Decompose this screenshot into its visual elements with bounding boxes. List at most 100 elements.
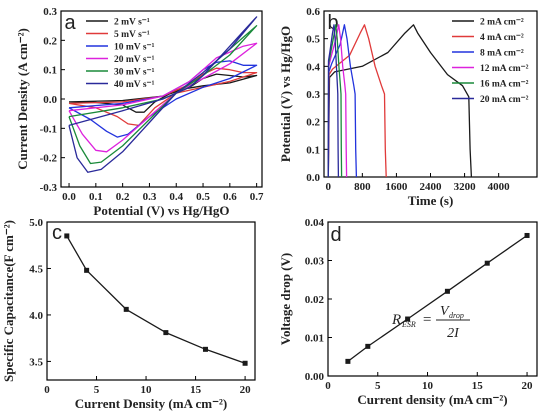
x-tick-label-a: 0.5 [196,191,210,203]
plot-frame-c [46,221,256,381]
data-point-c [202,346,208,352]
y-tick-label-c: 3.5 [29,356,43,368]
x-tick-label-a: 0.0 [62,191,76,203]
x-tick-label-d: 0 [325,380,331,392]
x-tick-label-a: 0.6 [223,191,237,203]
y-axis-label-c: Specific Capacitance(F cm⁻²) [1,220,16,382]
equation-equals: = [422,312,432,328]
y-tick-label-a: -0.2 [40,153,58,165]
y-tick-label-a: -0.3 [40,182,58,194]
y-tick-label-a: 0.0 [43,94,57,106]
x-tick-label-d: 20 [522,380,534,392]
data-point-c [242,360,248,366]
y-tick-label-b: 0.0 [306,172,320,184]
legend-label-a: 30 mV s⁻¹ [114,68,155,78]
x-tick-label-b: 0 [326,181,332,193]
y-tick-label-a: 0.1 [43,65,57,77]
data-point-d [444,288,450,294]
y-tick-label-c: 4.0 [29,310,43,322]
x-tick-label-a: 0.2 [116,191,130,203]
y-tick-label-d: 0.04 [305,217,325,229]
x-tick-label-b: 4000 [488,181,511,193]
data-point-d [524,232,530,238]
legend-label-b: 8 mA cm⁻² [480,49,524,59]
series-line-a-5 [68,16,258,173]
data-point-c [84,267,90,273]
x-tick-label-b: 800 [354,181,371,193]
series-line-b-1 [327,24,387,178]
data-point-d [484,260,490,266]
y-tick-label-d: 0.03 [305,256,325,268]
x-tick-label-b: 3200 [454,181,477,193]
legend-label-b: 16 mA cm⁻² [480,80,529,90]
x-tick-label-c: 0 [44,384,50,396]
series-line-d-0 [347,234,528,362]
panel-label-d: d [330,224,341,246]
panel-label-c: c [52,222,62,244]
y-tick-label-a: 0.2 [43,35,57,47]
y-tick-label-b: 0.1 [306,144,320,156]
x-axis-label-c: Current Density (mA cm⁻²) [75,396,227,411]
y-tick-label-b: 0.3 [306,89,320,101]
x-tick-label-b: 2400 [420,181,443,193]
x-axis-label-b: Time (s) [408,193,454,208]
y-tick-label-c: 4.5 [29,263,43,275]
x-tick-label-a: 0.4 [169,191,183,203]
legend-label-a: 10 mV s⁻¹ [114,43,155,53]
y-tick-label-b: 0.5 [306,34,320,46]
legend-label-a: 40 mV s⁻¹ [114,80,155,90]
y-tick-label-b: 0.2 [306,117,320,129]
legend-label-a: 2 mV s⁻¹ [114,18,150,28]
y-tick-label-c: 5.0 [29,217,43,229]
equation-numerator: V [440,304,450,319]
panel-a: 0.0 0.1 0.2 0.3 0.4 0.5 0.6 0.7 -0.3 -0.2 -0.1 0.0 0… [15,6,264,218]
y-axis-label-d: Voltage drop (V) [278,253,293,345]
x-tick-label-c: 15 [190,384,202,396]
equation-numerator-subscript: drop [449,311,464,320]
y-tick-label-d: 0.01 [305,333,324,345]
y-tick-label-d: 0.02 [305,294,325,306]
series-line-b-3 [327,24,348,178]
x-tick-label-c: 10 [141,384,153,396]
data-point-c [123,306,129,312]
x-axis-label-d: Current density (mA cm⁻²) [357,392,507,407]
y-tick-label-b: 0.4 [306,61,320,73]
panel-c: 0 5 10 15 20 3.5 4.0 4.5 5.0 Current Density (mA … [1,217,256,411]
x-tick-label-b: 1600 [385,181,408,193]
x-tick-label-d: 15 [472,380,484,392]
x-tick-label-a: 0.7 [250,191,264,203]
legend-label-a: 5 mV s⁻¹ [114,30,150,40]
x-axis-label-a: Potential (V) vs Hg/HgO [93,203,229,218]
y-axis-label-a: Current Density (A cm⁻²) [15,28,30,170]
y-tick-label-d: 0.00 [305,371,325,383]
x-tick-label-c: 5 [94,384,100,396]
data-point-d [365,343,371,349]
y-tick-label-b: 0.6 [306,6,320,18]
data-point-d [345,358,351,364]
equation-lhs-subscript: ESR [401,320,416,329]
equation-lhs: R [391,312,401,328]
series-line-a-3 [68,42,258,153]
legend-label-b: 20 mA cm⁻² [480,95,529,105]
x-tick-label-d: 10 [422,380,434,392]
panel-d: 0 5 10 15 20 0.00 0.01 0.02 0.03 0.04 Current dens… [278,217,538,407]
series-line-b-4 [327,24,343,178]
legend-label-b: 12 mA cm⁻² [480,64,529,74]
series-line-b-0 [327,24,473,178]
series-line-b-5 [327,24,340,178]
y-tick-label-a: 0.3 [43,6,57,18]
equation-denominator: 2I [447,326,460,341]
data-point-c [163,330,169,336]
y-tick-label-a: -0.1 [40,123,57,135]
series-line-b-2 [327,24,358,178]
y-axis-label-b: Potential (V) vs Hg/HgO [278,26,293,162]
panel-b: 0 800 1600 2400 3200 4000 0.0 0.1 0.2 0.3 0.4 0.5 0.… [278,6,538,208]
legend-label-b: 4 mA cm⁻² [480,33,524,43]
x-tick-label-d: 5 [375,380,381,392]
x-tick-label-a: 0.1 [89,191,103,203]
legend-label-b: 2 mA cm⁻² [480,18,524,28]
panel-label-a: a [64,12,76,34]
x-tick-label-c: 20 [240,384,252,396]
series-line-c-0 [66,235,246,364]
